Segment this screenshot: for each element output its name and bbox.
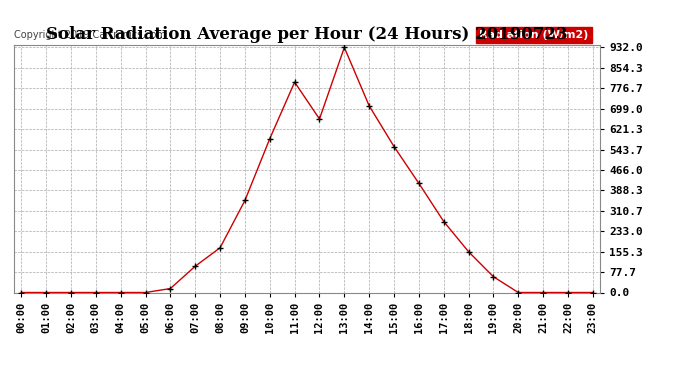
Text: Copyright 2019 Cartronics.com: Copyright 2019 Cartronics.com xyxy=(14,30,166,40)
Text: Radiation (W/m2): Radiation (W/m2) xyxy=(479,30,589,40)
Title: Solar Radiation Average per Hour (24 Hours) 20190723: Solar Radiation Average per Hour (24 Hou… xyxy=(46,27,568,44)
